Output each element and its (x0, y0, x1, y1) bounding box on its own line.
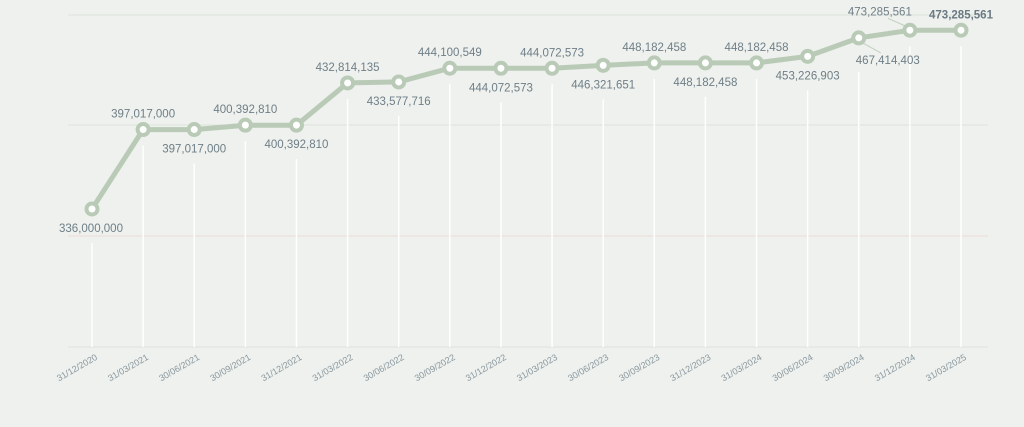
data-point (595, 57, 611, 73)
data-label: 433,577,716 (367, 96, 431, 108)
data-label: 448,182,458 (622, 42, 686, 54)
data-point (544, 60, 560, 76)
data-point (953, 22, 969, 38)
data-label: 400,392,810 (213, 104, 277, 116)
x-tick-label: 30/09/2024 (822, 352, 866, 383)
label-connectors (862, 17, 907, 54)
data-label: 473,285,561 (929, 9, 994, 21)
data-point (186, 122, 202, 138)
data-label: 444,072,573 (520, 47, 584, 59)
x-tick-label: 30/09/2022 (413, 352, 457, 383)
data-label: 473,285,561 (848, 6, 912, 18)
data-point (135, 122, 151, 138)
data-points (84, 22, 969, 217)
data-label: 432,814,135 (316, 62, 380, 74)
data-point (749, 55, 765, 71)
x-tick-label: 31/03/2025 (924, 352, 968, 383)
data-label: 444,100,549 (418, 47, 482, 59)
data-point (697, 55, 713, 71)
x-tick-label: 31/12/2022 (464, 352, 508, 383)
x-tick-label: 30/06/2022 (362, 352, 406, 383)
x-tick-label: 31/03/2023 (515, 352, 559, 383)
data-point (391, 74, 407, 90)
data-point (237, 117, 253, 133)
data-point (800, 48, 816, 64)
data-labels: 336,000,000 397,017,000 397,017,000 400,392… (59, 6, 994, 235)
data-label: 448,182,458 (673, 77, 737, 89)
x-tick-label: 31/12/2020 (55, 352, 99, 383)
data-point (340, 75, 356, 91)
data-point (646, 55, 662, 71)
data-label: 444,072,573 (469, 82, 533, 94)
label-connector (887, 17, 907, 27)
data-label: 446,321,651 (571, 79, 635, 91)
data-point (902, 22, 918, 38)
x-tick-label: 30/06/2024 (771, 352, 815, 383)
x-tick-label: 31/12/2021 (259, 352, 303, 383)
x-tick-label: 30/06/2023 (566, 352, 610, 383)
x-tick-label: 31/12/2024 (873, 352, 917, 383)
data-point (288, 117, 304, 133)
data-point (442, 60, 458, 76)
data-label: 397,017,000 (111, 109, 175, 121)
data-label: 397,017,000 (162, 144, 226, 156)
drop-lines (91, 46, 962, 347)
x-tick-label: 31/03/2022 (311, 352, 355, 383)
x-tick-label: 31/12/2023 (668, 352, 712, 383)
data-label: 336,000,000 (59, 223, 123, 235)
x-tick-label: 30/06/2021 (157, 352, 201, 383)
x-tick-label: 31/03/2024 (720, 352, 764, 383)
x-tick-label: 31/03/2021 (106, 352, 150, 383)
gridlines (68, 14, 988, 348)
label-connector (862, 42, 882, 54)
data-point (493, 60, 509, 76)
x-tick-label: 30/09/2021 (208, 352, 252, 383)
series-line (89, 27, 964, 212)
data-point (84, 201, 100, 217)
x-axis-tick-labels: 31/12/2020 31/03/2021 30/06/2021 30/09/2021… (55, 352, 968, 383)
x-tick-label: 30/09/2023 (617, 352, 661, 383)
data-label: 400,392,810 (264, 139, 328, 151)
data-label: 448,182,458 (725, 42, 789, 54)
data-point (851, 30, 867, 46)
data-label: 467,414,403 (856, 55, 920, 67)
data-label: 453,226,903 (776, 70, 840, 82)
